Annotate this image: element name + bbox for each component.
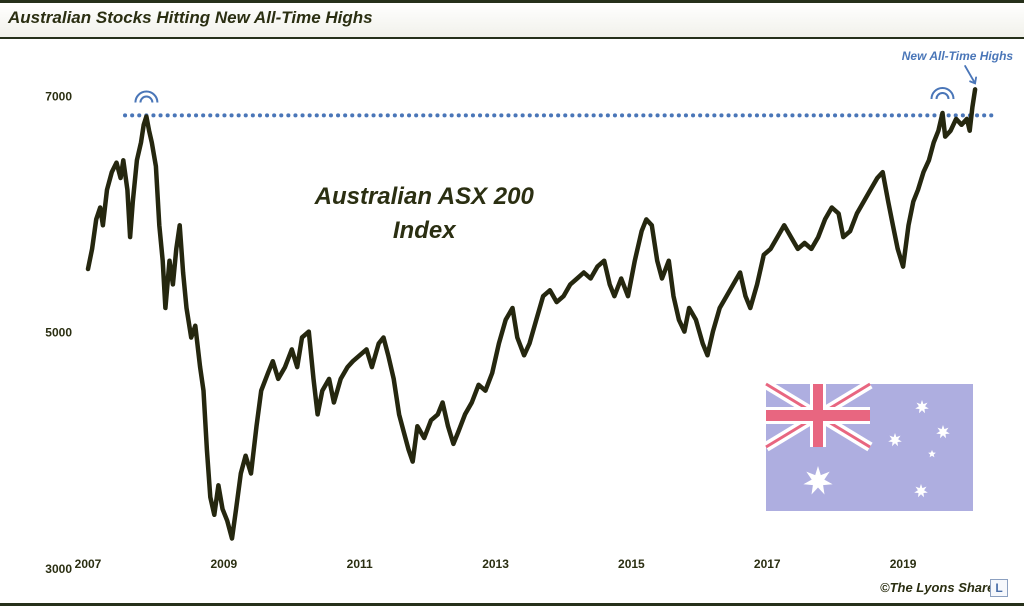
flag-star (803, 466, 833, 495)
highlight-arc (134, 90, 159, 103)
flag-stars (803, 400, 950, 498)
y-tick-label: 5000 (45, 326, 72, 340)
flag-star (915, 400, 929, 414)
y-tick-label: 3000 (45, 562, 72, 576)
index-label-line-1: Australian ASX 200 (314, 183, 535, 210)
bottom-border (0, 603, 1024, 606)
union-jack (763, 379, 873, 452)
copyright-text: ©The Lyons Share (880, 580, 995, 595)
peak-highlight-arcs (134, 87, 955, 103)
x-tick-label: 2019 (890, 557, 917, 571)
title-band (0, 3, 1024, 38)
australian-flag (763, 379, 973, 511)
title-underline (0, 37, 1024, 39)
flag-star (936, 425, 950, 439)
flag-star (914, 484, 928, 498)
x-tick-label: 2011 (347, 557, 373, 571)
x-tick-label: 2017 (754, 557, 781, 571)
y-axis-ticks: 3000 5000 7000 (45, 89, 72, 576)
x-tick-label: 2007 (75, 557, 102, 571)
x-tick-label: 2013 (482, 557, 509, 571)
y-tick-label: 7000 (45, 89, 72, 103)
new-highs-annotation: New All-Time Highs (902, 49, 1014, 63)
asx200-series-line (85, 87, 978, 541)
x-tick-label: 2009 (210, 557, 237, 571)
top-border (0, 0, 1024, 3)
lyons-share-logo: L (990, 579, 1008, 597)
chart-title: Australian Stocks Hitting New All-Time H… (8, 8, 373, 27)
highlight-arc (139, 95, 154, 103)
flag-star (928, 450, 936, 458)
new-highs-arrow (964, 65, 977, 85)
x-axis-ticks: 2007 2009 2011 2013 2015 2017 2019 (75, 557, 917, 571)
index-label-line-2: Index (393, 217, 457, 244)
x-tick-label: 2015 (618, 557, 645, 571)
highlight-arc (935, 92, 950, 100)
flag-star (888, 433, 902, 447)
highlight-arc (930, 87, 955, 100)
